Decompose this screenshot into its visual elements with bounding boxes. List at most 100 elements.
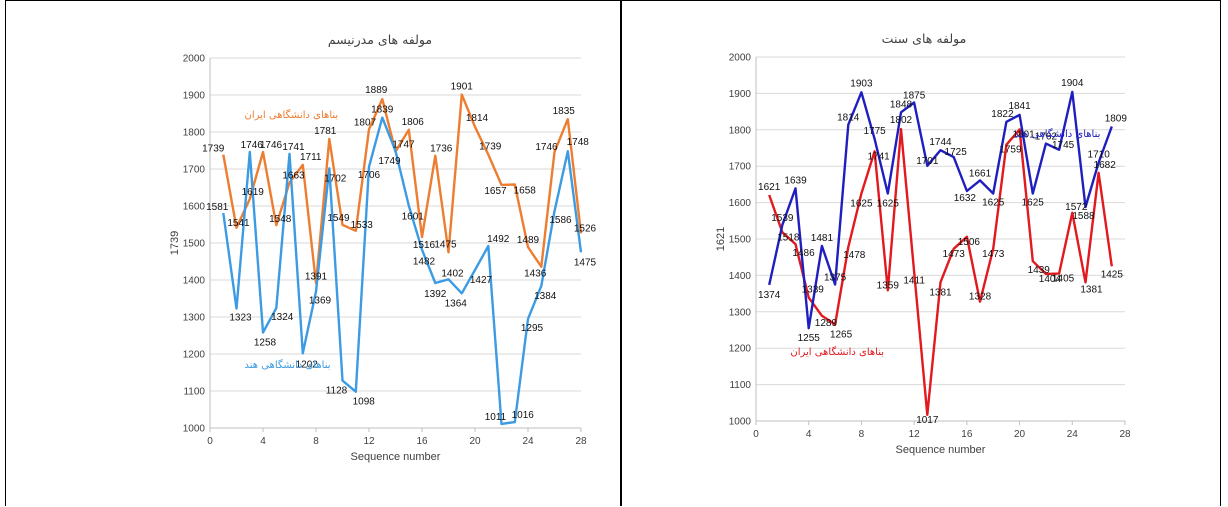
- y-tick-label: 1300: [729, 307, 752, 318]
- data-label-1: 1745: [1052, 140, 1075, 151]
- data-label-0: 1619: [242, 187, 265, 198]
- data-label-1: 1375: [824, 273, 847, 284]
- data-label-0: 1473: [943, 249, 966, 260]
- data-label-1: 1632: [954, 193, 977, 204]
- y-tick-label: 1200: [729, 344, 752, 355]
- data-label-1: 1661: [969, 168, 992, 179]
- series-line-1: [222, 116, 583, 426]
- data-label-1: 1392: [424, 289, 447, 300]
- x-tick-label: 28: [1119, 429, 1131, 440]
- y-tick-label: 1300: [183, 313, 206, 324]
- series-line-1: [768, 90, 1113, 330]
- data-label-0: 1901: [451, 82, 474, 93]
- data-label-0: 1747: [392, 140, 415, 151]
- data-label-0: 1359: [877, 280, 900, 291]
- y-tick-label: 2000: [729, 53, 752, 64]
- chart-title: مولفه های مدرنیسم: [328, 32, 432, 48]
- y-tick-label: 1000: [183, 424, 206, 435]
- data-label-1: 1701: [916, 156, 939, 167]
- x-tick-label: 12: [363, 436, 375, 447]
- panel-divider: [620, 0, 622, 506]
- y-tick-label: 1500: [183, 239, 206, 250]
- data-label-0: 1486: [792, 248, 815, 259]
- data-label-1: 1706: [358, 170, 381, 181]
- series-legend-0: بناهای دانشگاهی ایران: [245, 109, 339, 121]
- data-label-0: 1405: [1052, 274, 1075, 285]
- data-label-1: 1402: [441, 268, 464, 279]
- chart-title: مولفه های سنت: [882, 31, 967, 47]
- x-tick-label: 0: [753, 429, 759, 440]
- x-tick-label: 28: [575, 436, 587, 447]
- y-tick-label: 1600: [729, 198, 752, 209]
- data-label-0: 1506: [958, 237, 981, 248]
- data-label-1: 1384: [534, 291, 557, 302]
- data-label-1: 1710: [1088, 150, 1111, 161]
- data-label-0: 1835: [553, 106, 576, 117]
- data-label-1: 1369: [309, 295, 332, 306]
- data-label-1: 1586: [549, 215, 572, 226]
- series-legend-1: بناهای دانشگاهی هند: [1014, 128, 1100, 140]
- data-label-0: 1439: [1028, 265, 1051, 276]
- data-label-0: 1746: [260, 140, 283, 151]
- data-label-1: 1775: [863, 126, 886, 137]
- data-label-0: 1473: [982, 249, 1005, 260]
- data-label-0: 1391: [305, 271, 328, 282]
- data-label-1: 1904: [1061, 78, 1084, 89]
- data-label-1: 1903: [850, 78, 873, 89]
- data-label-0: 1425: [1101, 269, 1124, 280]
- data-label-1: 1539: [771, 213, 794, 224]
- x-axis-title: Sequence number: [896, 444, 986, 456]
- data-label-0: 1657: [484, 186, 507, 197]
- x-tick-label: 4: [806, 429, 812, 440]
- data-label-0: 1411: [903, 275, 925, 286]
- x-tick-label: 24: [1067, 429, 1079, 440]
- data-label-0: 1625: [850, 199, 873, 210]
- data-label-1: 1639: [784, 175, 807, 186]
- data-label-0: 1289: [815, 318, 838, 329]
- data-label-1: 1822: [991, 109, 1014, 120]
- data-label-1: 1475: [574, 257, 597, 268]
- y-tick-label: 1400: [729, 271, 752, 282]
- data-label-1: 1323: [229, 312, 252, 323]
- data-label-0: 1548: [269, 214, 292, 225]
- y-tick-label: 1400: [183, 276, 206, 287]
- data-label-1: 1746: [241, 140, 264, 151]
- data-label-1: 1011: [485, 412, 507, 423]
- x-tick-label: 16: [961, 429, 973, 440]
- data-label-0: 1781: [314, 126, 337, 137]
- data-label-1: 1601: [402, 212, 425, 223]
- data-label-1: 1324: [271, 312, 294, 323]
- y-tick-label: 1500: [729, 235, 752, 246]
- x-tick-label: 0: [207, 436, 213, 447]
- y-axis-title: 1621: [715, 227, 727, 251]
- data-label-0: 1572: [1065, 202, 1088, 213]
- data-label-0: 1265: [830, 330, 853, 341]
- data-label-1: 1202: [296, 359, 319, 370]
- data-label-0: 1746: [535, 142, 558, 153]
- data-label-0: 1711: [300, 152, 322, 163]
- data-label-1: 1492: [487, 234, 510, 245]
- data-label-0: 1017: [916, 415, 939, 426]
- data-label-1: 1481: [811, 233, 834, 244]
- data-label-0: 1436: [524, 269, 547, 280]
- x-tick-label: 12: [909, 429, 921, 440]
- data-label-1: 1749: [378, 156, 401, 167]
- y-tick-label: 1700: [183, 165, 206, 176]
- data-label-0: 1404: [1039, 274, 1062, 285]
- data-label-1: 1839: [371, 105, 394, 116]
- x-tick-label: 8: [313, 436, 319, 447]
- data-label-0: 1518: [777, 232, 800, 243]
- data-label-1: 1482: [413, 257, 436, 268]
- data-label-0: 1478: [843, 250, 866, 261]
- data-label-0: 1526: [574, 223, 597, 234]
- data-label-0: 1741: [867, 151, 890, 162]
- data-label-1: 1725: [945, 147, 968, 158]
- data-label-0: 1328: [969, 292, 992, 303]
- data-label-1: 1374: [758, 290, 781, 301]
- y-tick-label: 1000: [729, 417, 752, 428]
- y-tick-label: 1800: [729, 125, 752, 136]
- data-label-0: 1381: [929, 287, 952, 298]
- data-label-0: 1381: [1080, 284, 1103, 295]
- data-label-0: 1663: [282, 171, 305, 182]
- data-label-0: 1736: [430, 144, 453, 155]
